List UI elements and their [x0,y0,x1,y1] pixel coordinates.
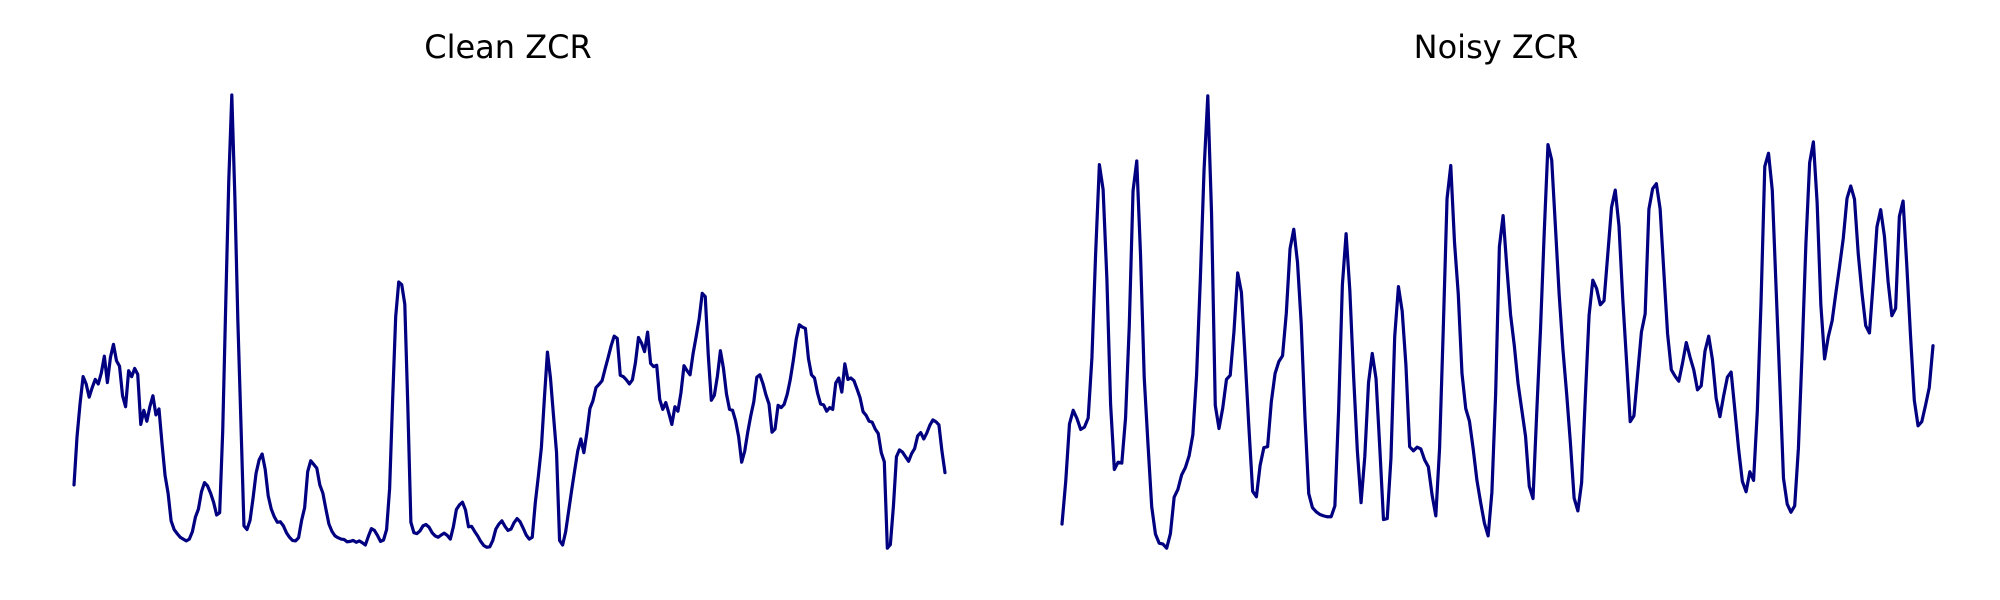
noisy-zcr-title: Noisy ZCR [1414,28,1579,66]
clean-zcr-title: Clean ZCR [424,28,591,66]
clean-zcr-series-line [72,93,947,550]
noisy-zcr-panel: Noisy ZCR [1060,28,1935,550]
noisy-zcr-series-line [1060,94,1935,550]
clean-zcr-panel: Clean ZCR [72,28,947,550]
